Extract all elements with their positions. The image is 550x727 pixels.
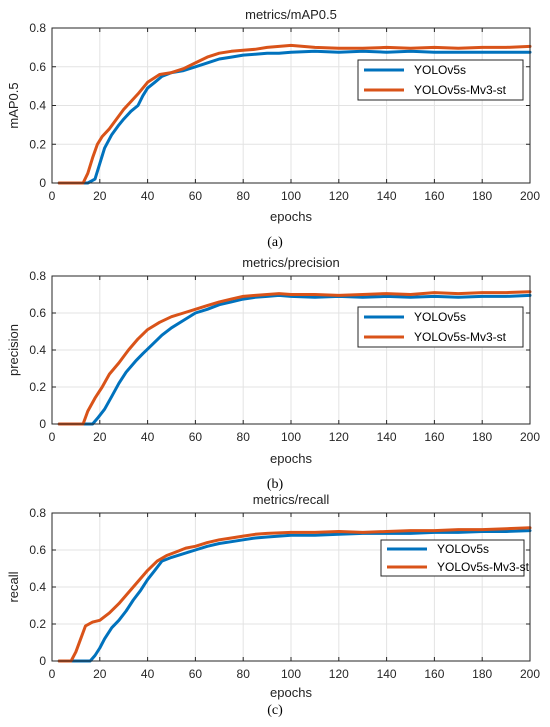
y-tick-label: 0 — [39, 654, 46, 668]
y-tick-label: 0.6 — [29, 543, 46, 557]
legend-label-0: YOLOv5s — [414, 310, 466, 324]
x-axis-label: epochs — [270, 209, 312, 224]
x-tick-label: 160 — [424, 667, 444, 681]
x-tick-label: 180 — [472, 189, 492, 203]
y-tick-label: 0.8 — [29, 506, 46, 520]
y-tick-label: 0.4 — [29, 343, 46, 357]
x-tick-label: 40 — [141, 430, 155, 444]
y-axis-label: precision — [6, 324, 21, 376]
x-tick-label: 40 — [141, 189, 155, 203]
x-tick-label: 60 — [189, 430, 203, 444]
x-axis-label: epochs — [270, 685, 312, 700]
x-tick-label: 120 — [329, 667, 349, 681]
y-tick-label: 0.8 — [29, 21, 46, 35]
x-tick-label: 20 — [93, 667, 107, 681]
x-tick-label: 160 — [424, 430, 444, 444]
x-tick-label: 100 — [281, 189, 301, 203]
x-tick-label: 80 — [237, 189, 251, 203]
chart-panel-2: 0 20 40 60 80 100 120 140 160 180 200 0 0.2 0.4 0.6 0.8… — [6, 492, 540, 718]
y-tick-label: 0 — [39, 176, 46, 190]
x-tick-label: 0 — [49, 430, 56, 444]
chart-panel-0: 0 20 40 60 80 100 120 140 160 180 200 0 0.2 0.4 0.6 0.8… — [6, 7, 540, 250]
x-tick-label: 200 — [520, 430, 540, 444]
x-tick-label: 0 — [49, 189, 56, 203]
x-tick-label: 180 — [472, 667, 492, 681]
y-axis-label: recall — [6, 571, 21, 602]
legend-label-1: YOLOv5s-Mv3-st — [414, 330, 507, 344]
x-tick-label: 0 — [49, 667, 56, 681]
y-tick-label: 0.6 — [29, 306, 46, 320]
x-tick-label: 20 — [93, 189, 107, 203]
x-tick-label: 120 — [329, 189, 349, 203]
x-tick-label: 100 — [281, 430, 301, 444]
x-tick-label: 160 — [424, 189, 444, 203]
y-tick-label: 0.2 — [29, 380, 46, 394]
x-tick-label: 40 — [141, 667, 155, 681]
y-tick-label: 0.4 — [29, 99, 46, 113]
chart-title: metrics/mAP0.5 — [245, 7, 337, 22]
x-tick-label: 60 — [189, 189, 203, 203]
x-tick-label: 120 — [329, 430, 349, 444]
x-tick-label: 80 — [237, 430, 251, 444]
chart-title: metrics/precision — [242, 255, 340, 270]
legend-label-1: YOLOv5s-Mv3-st — [437, 560, 530, 574]
y-tick-label: 0.8 — [29, 269, 46, 283]
x-tick-label: 200 — [520, 189, 540, 203]
legend: YOLOv5s YOLOv5s-Mv3-st — [358, 307, 523, 347]
x-tick-label: 180 — [472, 430, 492, 444]
y-axis-label: mAP0.5 — [6, 82, 21, 128]
x-axis-label: epochs — [270, 451, 312, 466]
chart-panel-1: 0 20 40 60 80 100 120 140 160 180 200 0 0.2 0.4 0.6 0.8… — [6, 255, 540, 492]
x-tick-label: 100 — [281, 667, 301, 681]
y-tick-label: 0.2 — [29, 137, 46, 151]
y-tick-label: 0.4 — [29, 580, 46, 594]
y-tick-label: 0.6 — [29, 60, 46, 74]
chart-title: metrics/recall — [253, 492, 330, 507]
x-tick-label: 80 — [237, 667, 251, 681]
y-tick-label: 0 — [39, 417, 46, 431]
x-tick-label: 140 — [377, 667, 397, 681]
x-tick-label: 140 — [377, 189, 397, 203]
legend: YOLOv5s YOLOv5s-Mv3-st — [381, 540, 530, 576]
figure-caption: (b) — [267, 477, 284, 492]
x-tick-label: 60 — [189, 667, 203, 681]
figure-caption: (c) — [267, 703, 283, 718]
legend-label-0: YOLOv5s — [437, 542, 489, 556]
x-tick-label: 200 — [520, 667, 540, 681]
x-tick-label: 20 — [93, 430, 107, 444]
y-tick-label: 0.2 — [29, 617, 46, 631]
legend: YOLOv5s YOLOv5s-Mv3-st — [358, 60, 523, 100]
legend-label-0: YOLOv5s — [414, 63, 466, 77]
x-tick-label: 140 — [377, 430, 397, 444]
figure-caption: (a) — [267, 235, 283, 250]
legend-label-1: YOLOv5s-Mv3-st — [414, 83, 507, 97]
